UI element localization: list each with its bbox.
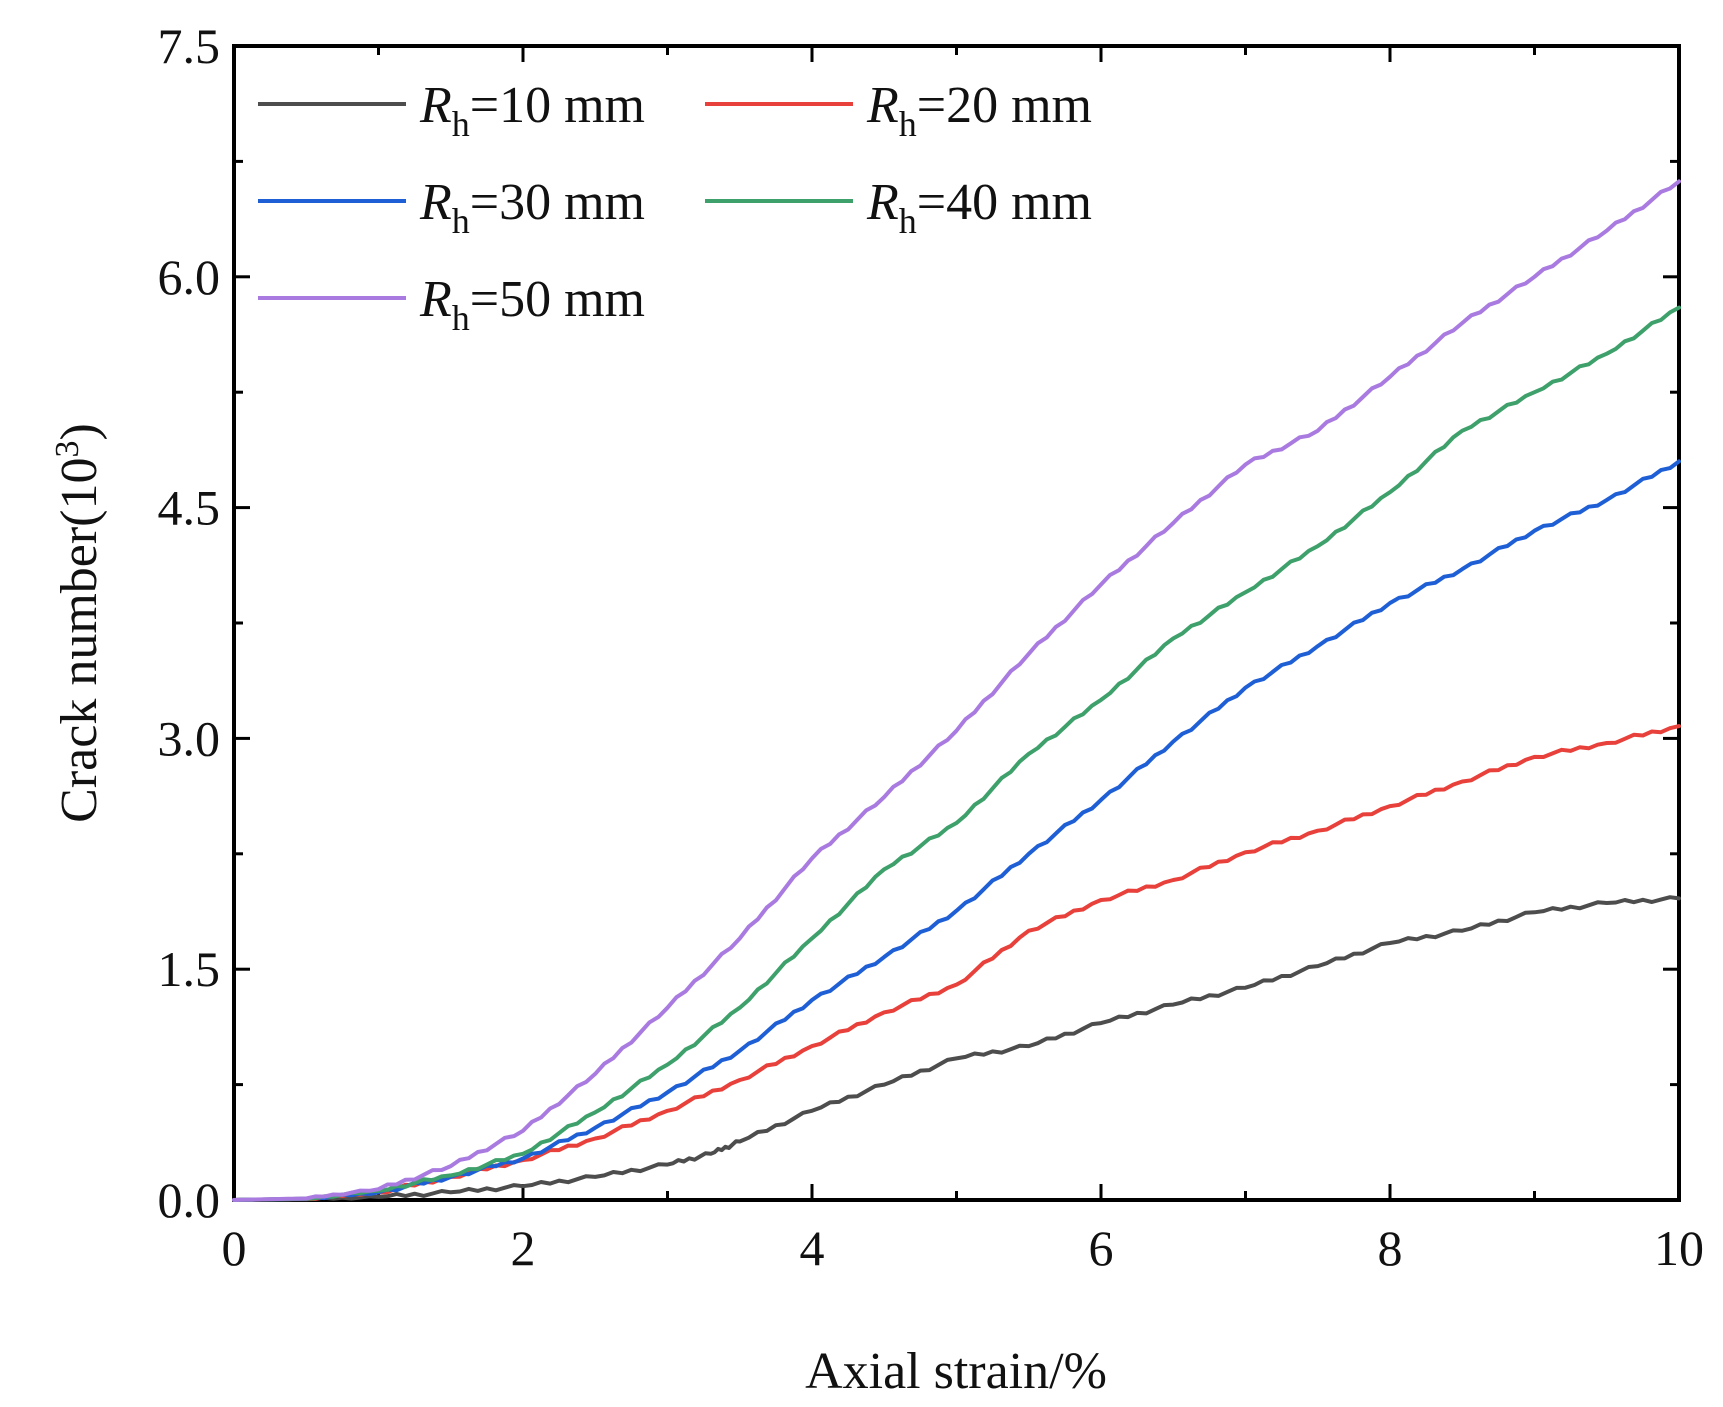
y-tick-label: 1.5 bbox=[158, 941, 221, 997]
x-tick-label: 2 bbox=[511, 1220, 536, 1276]
series-line-1 bbox=[232, 895, 1681, 1202]
legend: Rh=10 mm Rh=20 mm Rh=30 mm Rh=40 mm Rh=50 mm bbox=[258, 77, 1092, 338]
series-line-2 bbox=[232, 724, 1681, 1202]
x-tick-label: 0 bbox=[222, 1220, 247, 1276]
legend-label-3: Rh=30 mm bbox=[419, 174, 645, 241]
y-axis-title-close: ) bbox=[51, 423, 108, 440]
legend-label-1: Rh=10 mm bbox=[419, 77, 645, 144]
y-tick-label: 0.0 bbox=[158, 1172, 221, 1228]
y-axis-title-main: Crack number(10 bbox=[51, 458, 108, 823]
y-axis-title-superscript: 3 bbox=[49, 441, 86, 458]
y-axis-title: Crack number(103) bbox=[49, 423, 108, 823]
y-tick-label: 3.0 bbox=[158, 710, 221, 766]
x-tick-label: 6 bbox=[1089, 1220, 1114, 1276]
series-layer bbox=[232, 179, 1681, 1202]
x-tick-label: 4 bbox=[800, 1220, 825, 1276]
series-line-5 bbox=[232, 179, 1681, 1202]
legend-label-2: Rh=20 mm bbox=[866, 77, 1092, 144]
x-axis-title: Axial strain/% bbox=[805, 1343, 1107, 1400]
legend-label-5: Rh=50 mm bbox=[419, 271, 645, 338]
axis-ticks: 0 2 4 6 8 10 0.0 1.5 3.0 4.5 6.0 7.5 bbox=[158, 18, 1705, 1276]
legend-label-4: Rh=40 mm bbox=[866, 174, 1092, 241]
series-line-4 bbox=[232, 305, 1681, 1202]
y-tick-label: 7.5 bbox=[158, 18, 221, 74]
y-tick-label: 4.5 bbox=[158, 480, 221, 536]
series-line-3 bbox=[232, 459, 1681, 1202]
y-tick-label: 6.0 bbox=[158, 249, 221, 305]
x-tick-label: 8 bbox=[1378, 1220, 1403, 1276]
x-tick-label: 10 bbox=[1654, 1220, 1704, 1276]
